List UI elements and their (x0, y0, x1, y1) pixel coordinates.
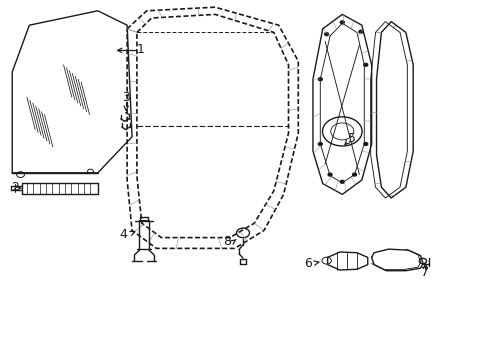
Text: 7: 7 (421, 266, 428, 279)
Text: 8: 8 (223, 235, 230, 248)
Text: 4: 4 (119, 228, 127, 240)
Circle shape (352, 173, 356, 176)
Circle shape (363, 143, 367, 145)
Circle shape (363, 63, 367, 66)
Text: 5: 5 (347, 132, 355, 145)
Text: 1: 1 (137, 43, 144, 56)
Circle shape (318, 143, 322, 145)
Circle shape (324, 33, 328, 36)
Text: 2: 2 (11, 181, 19, 194)
Circle shape (327, 173, 331, 176)
Circle shape (318, 78, 322, 81)
Circle shape (358, 30, 362, 33)
Circle shape (340, 180, 344, 183)
Text: 3: 3 (122, 91, 130, 104)
Text: 6: 6 (304, 257, 311, 270)
Circle shape (340, 21, 344, 24)
